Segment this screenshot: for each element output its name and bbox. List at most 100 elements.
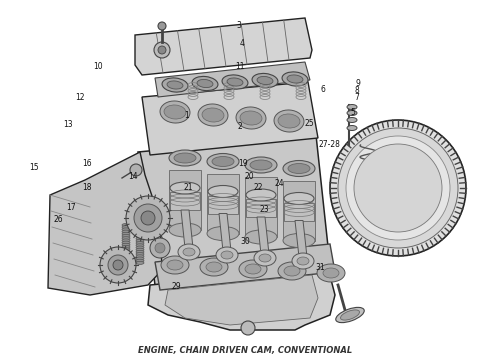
Text: 13: 13	[63, 120, 73, 129]
Ellipse shape	[136, 244, 144, 247]
Text: 1: 1	[184, 112, 189, 120]
Text: 25: 25	[305, 119, 315, 128]
Ellipse shape	[254, 250, 276, 266]
Text: 5: 5	[350, 108, 355, 117]
Ellipse shape	[136, 228, 144, 231]
Text: 30: 30	[240, 238, 250, 247]
Ellipse shape	[221, 251, 233, 259]
Circle shape	[330, 120, 466, 256]
Polygon shape	[207, 174, 239, 234]
Ellipse shape	[169, 223, 201, 237]
Text: 14: 14	[128, 172, 138, 181]
Ellipse shape	[317, 264, 345, 282]
Ellipse shape	[336, 307, 364, 323]
Circle shape	[338, 128, 458, 248]
Ellipse shape	[164, 105, 186, 119]
Ellipse shape	[122, 234, 130, 238]
Ellipse shape	[341, 310, 360, 320]
Polygon shape	[148, 268, 335, 330]
Ellipse shape	[122, 232, 130, 235]
Text: ENGINE, CHAIN DRIVEN CAM, CONVENTIONAL: ENGINE, CHAIN DRIVEN CAM, CONVENTIONAL	[138, 346, 352, 355]
Ellipse shape	[227, 78, 243, 86]
Circle shape	[134, 204, 162, 232]
Polygon shape	[155, 244, 335, 290]
Text: 27-28: 27-28	[319, 140, 341, 149]
Circle shape	[113, 260, 123, 270]
Ellipse shape	[347, 126, 357, 131]
Circle shape	[130, 164, 142, 176]
Polygon shape	[246, 199, 276, 217]
Ellipse shape	[239, 260, 267, 278]
Ellipse shape	[206, 262, 222, 272]
Text: 26: 26	[54, 215, 64, 224]
Circle shape	[154, 42, 170, 58]
Ellipse shape	[202, 108, 224, 122]
Ellipse shape	[236, 107, 266, 129]
Ellipse shape	[198, 104, 228, 126]
Ellipse shape	[283, 161, 315, 176]
Ellipse shape	[347, 117, 357, 122]
Text: 16: 16	[82, 159, 92, 168]
Ellipse shape	[167, 260, 183, 270]
Ellipse shape	[246, 189, 276, 201]
Ellipse shape	[136, 237, 144, 240]
Text: 8: 8	[354, 86, 359, 95]
Text: 3: 3	[237, 21, 242, 30]
Text: 9: 9	[355, 79, 360, 88]
Ellipse shape	[136, 226, 144, 229]
Polygon shape	[245, 177, 277, 237]
Ellipse shape	[297, 257, 309, 265]
Ellipse shape	[122, 237, 130, 240]
Polygon shape	[208, 195, 238, 213]
Ellipse shape	[278, 262, 306, 280]
Ellipse shape	[122, 259, 130, 262]
Text: 22: 22	[253, 184, 263, 193]
Ellipse shape	[274, 110, 304, 132]
Ellipse shape	[167, 81, 183, 89]
Ellipse shape	[323, 268, 339, 278]
Ellipse shape	[122, 256, 130, 260]
Ellipse shape	[136, 248, 144, 251]
Ellipse shape	[136, 231, 144, 234]
Ellipse shape	[278, 114, 300, 128]
Text: 20: 20	[244, 172, 254, 181]
Text: 21: 21	[184, 183, 194, 192]
Ellipse shape	[161, 256, 189, 274]
Circle shape	[241, 321, 255, 335]
Ellipse shape	[245, 230, 277, 244]
Ellipse shape	[259, 254, 271, 262]
Ellipse shape	[192, 76, 218, 91]
Polygon shape	[142, 82, 318, 155]
Ellipse shape	[136, 253, 144, 256]
Ellipse shape	[122, 239, 130, 242]
Polygon shape	[48, 152, 162, 295]
Polygon shape	[170, 192, 200, 210]
Ellipse shape	[136, 251, 144, 253]
Ellipse shape	[136, 224, 144, 227]
Ellipse shape	[284, 193, 314, 204]
Ellipse shape	[178, 244, 200, 260]
Ellipse shape	[208, 185, 238, 198]
Ellipse shape	[287, 75, 303, 83]
Circle shape	[150, 238, 170, 258]
Text: 11: 11	[235, 62, 245, 71]
Polygon shape	[219, 213, 231, 251]
Text: 6: 6	[321, 85, 326, 94]
Ellipse shape	[240, 111, 262, 125]
Ellipse shape	[122, 224, 130, 226]
Ellipse shape	[216, 247, 238, 263]
Ellipse shape	[252, 73, 278, 87]
Polygon shape	[283, 180, 315, 240]
Ellipse shape	[122, 241, 130, 244]
Ellipse shape	[169, 150, 201, 166]
Circle shape	[126, 196, 170, 240]
Ellipse shape	[136, 235, 144, 238]
Ellipse shape	[347, 111, 357, 116]
Ellipse shape	[136, 261, 144, 264]
Ellipse shape	[207, 226, 239, 240]
Ellipse shape	[136, 259, 144, 262]
Ellipse shape	[136, 233, 144, 236]
Text: 24: 24	[274, 179, 284, 188]
Circle shape	[100, 247, 136, 283]
Polygon shape	[138, 135, 330, 285]
